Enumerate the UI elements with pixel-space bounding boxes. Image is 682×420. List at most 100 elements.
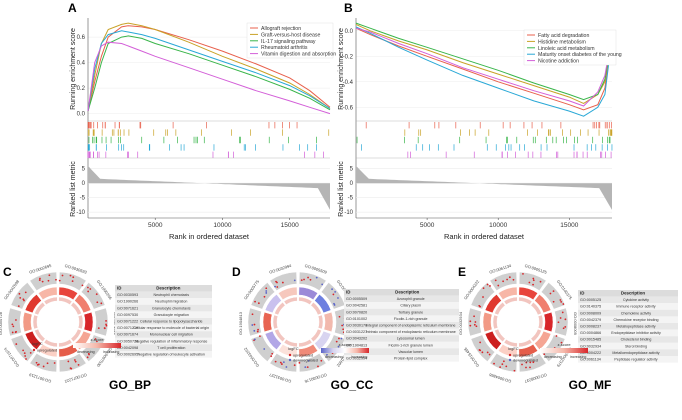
gene-dot	[69, 274, 72, 277]
gene-dot	[265, 292, 268, 294]
gene-dot	[74, 360, 77, 363]
gene-dot	[86, 356, 89, 359]
table-row	[115, 291, 212, 299]
inner-segment	[530, 301, 542, 316]
inner-segment	[298, 296, 313, 305]
gene-dot	[81, 284, 84, 287]
gene-dot	[304, 366, 307, 368]
table-cell-id: GO:0030176	[346, 324, 367, 328]
go-panel-c: C GO:0030593 GO:1990266 GO:0071621 GO:009753…	[0, 263, 212, 392]
inner-segment	[503, 296, 518, 305]
legend-dot-up	[508, 353, 512, 357]
gene-dot	[561, 311, 564, 314]
table-cell-desc: Ficolin-1-rich granule lumen	[389, 343, 433, 347]
rank-ytick: 5	[350, 167, 354, 173]
gene-dot	[338, 315, 341, 318]
gene-dot	[15, 330, 18, 333]
table-row	[578, 336, 678, 343]
gene-dot	[499, 366, 502, 369]
table-row	[115, 324, 212, 332]
go-id-label: GO:0008009	[573, 312, 578, 336]
table-header	[578, 290, 678, 297]
table-cell-id: GO:0050728	[117, 339, 138, 343]
gene-dot	[105, 320, 107, 322]
go-id-label: GO:1904813	[238, 311, 243, 335]
inner-segment	[283, 339, 298, 348]
y-axis-title-rank: Ranked list metric	[338, 161, 345, 217]
legend-up: upregulated	[37, 349, 57, 353]
table-cell-id: GO:0140375	[580, 305, 601, 309]
legend-zscore-title: z-score	[338, 342, 352, 347]
gene-dot	[532, 279, 535, 282]
gene-dot	[502, 280, 505, 283]
table-row	[115, 298, 212, 305]
legend-entry: Maturity onset diabetes of the young	[538, 52, 622, 58]
table-row	[115, 337, 212, 345]
outer-track	[320, 282, 346, 310]
table-cell-id: GO:0042098	[117, 346, 138, 350]
gene-dot	[552, 300, 555, 303]
go-panel-d: D GO:0005509 GO:0042581 GO:0070820 GO:010100…	[232, 263, 459, 392]
zscore-segment	[543, 311, 554, 333]
zscore-segment	[264, 330, 282, 351]
gene-dot	[529, 361, 532, 364]
gene-dot	[532, 283, 534, 286]
gene-dot	[47, 279, 50, 282]
gene-dot	[251, 313, 254, 316]
table-row	[344, 295, 459, 303]
gene-dot	[334, 291, 337, 293]
gene-dot	[560, 300, 563, 303]
rank-ytick: -10	[344, 210, 353, 216]
gene-dot	[532, 277, 535, 280]
go-title: GO_BP	[109, 378, 151, 392]
table-row	[115, 331, 212, 338]
gene-dot	[529, 366, 531, 369]
zscore-segment	[518, 343, 539, 358]
gene-dot	[326, 353, 328, 356]
gene-dot	[282, 361, 285, 364]
gene-dot	[493, 362, 495, 365]
legend-entry: Rheumatoid arthritis	[261, 45, 308, 51]
table-header-desc: Description	[395, 290, 419, 295]
inner-segment	[494, 328, 506, 343]
table-cell-id: GO:0005125	[580, 298, 601, 302]
gene-dot	[41, 280, 44, 283]
go-id-label: GO:0030176	[303, 372, 327, 384]
table-row	[344, 335, 459, 342]
table-row	[344, 302, 459, 309]
table-cell-desc: Protein-lipid complex	[394, 357, 428, 361]
es-ytick: -0.2	[343, 54, 354, 60]
es-series-line	[355, 27, 613, 111]
gene-dot	[67, 360, 70, 363]
table-cell-id: GO:1990266	[117, 300, 138, 304]
gene-dot	[23, 352, 26, 355]
gene-dot	[293, 279, 296, 282]
legend-entry: Graft-versus-host disease	[261, 32, 321, 38]
x-tick-label: 15000	[560, 222, 578, 229]
gene-dot	[271, 352, 274, 355]
gene-dot	[474, 321, 477, 323]
table-row	[344, 355, 459, 362]
es-ytick: 0.0	[345, 29, 354, 35]
table-header-id: ID	[117, 286, 121, 291]
legend-dot-up	[288, 353, 292, 357]
legend-zscore-title: z-score	[557, 342, 571, 347]
table-row	[578, 349, 678, 356]
gene-dot	[254, 300, 256, 303]
zscore-segment	[484, 293, 502, 314]
gene-dot	[87, 286, 89, 289]
gene-dot	[265, 290, 268, 292]
table-cell-id: GO:0032994	[346, 357, 367, 361]
table-cell-id: GO:0071222	[117, 320, 138, 324]
inner-segment	[518, 339, 533, 348]
table-row	[578, 356, 678, 363]
gene-dot	[306, 366, 309, 368]
gene-dot	[88, 353, 90, 356]
table-header-desc: Description	[156, 286, 180, 291]
es-series-line	[87, 22, 331, 112]
table-cell-desc: Vacuolar lumen	[398, 350, 423, 354]
table-cell-desc: Endopeptidase inhibitor activity	[611, 331, 661, 335]
gene-dot	[337, 345, 340, 348]
go-id-label: GO:0031227	[268, 372, 292, 384]
